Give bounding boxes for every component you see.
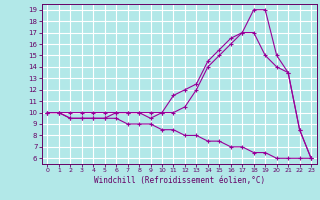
X-axis label: Windchill (Refroidissement éolien,°C): Windchill (Refroidissement éolien,°C): [94, 176, 265, 185]
